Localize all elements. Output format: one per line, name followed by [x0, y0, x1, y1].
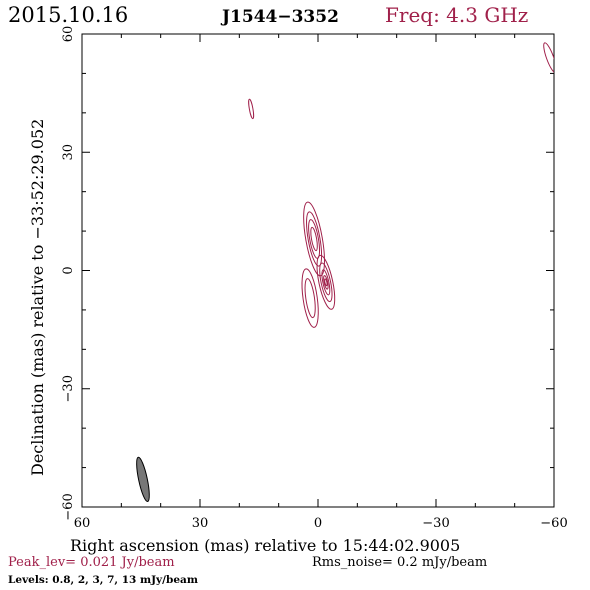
y-tick-label: 30: [61, 144, 76, 161]
y-tick-label: −60: [61, 493, 76, 520]
beam-ellipse: [136, 456, 150, 503]
date-label: 2015.10.16: [8, 3, 128, 27]
contour-level-2: [306, 211, 323, 267]
frequency-label: Freq: 4.3 GHz: [385, 3, 528, 27]
contour-level-13: [324, 278, 328, 287]
contour-level-0_8: [316, 254, 336, 310]
y-tick-label: 60: [61, 26, 76, 43]
x-tick-label: −60: [540, 516, 567, 531]
x-tick-label: 30: [192, 516, 209, 531]
contour-level-0_8: [543, 42, 554, 73]
contour-level-3: [321, 269, 331, 296]
axis-tick-labels: 60 30 0 −30 −60 −60 −30 0 30 60: [61, 26, 568, 531]
contour-level-2: [304, 278, 316, 319]
contour-level-7: [310, 226, 318, 252]
contour-levels: Levels: 0.8, 2, 3, 7, 13 mJy/beam: [8, 574, 198, 586]
source-name: J1544−3352: [220, 7, 339, 27]
x-tick-label: 60: [74, 516, 91, 531]
contour-level-0_8: [301, 268, 319, 328]
contour-map: [248, 42, 554, 328]
contour-level-0_8: [248, 98, 255, 120]
rms-noise: Rms_noise= 0.2 mJy/beam: [312, 555, 487, 570]
x-axis-label: Right ascension (mas) relative to 15:44:…: [70, 536, 460, 555]
y-tick-label: −30: [61, 375, 76, 402]
plot-frame: [81, 33, 555, 508]
y-tick-label: 0: [61, 266, 76, 274]
contour-level-0_8: [303, 201, 325, 277]
y-axis-label: Declination (mas) relative to −33:52:29.…: [28, 119, 47, 476]
x-tick-label: −30: [422, 516, 449, 531]
x-tick-label: 0: [314, 516, 322, 531]
axis-ticks: [81, 33, 555, 508]
beam-shape: [136, 456, 150, 503]
peak-level: Peak_lev= 0.021 Jy/beam: [8, 555, 175, 570]
contour-level-2: [319, 262, 333, 303]
contour-level-7: [323, 275, 329, 290]
